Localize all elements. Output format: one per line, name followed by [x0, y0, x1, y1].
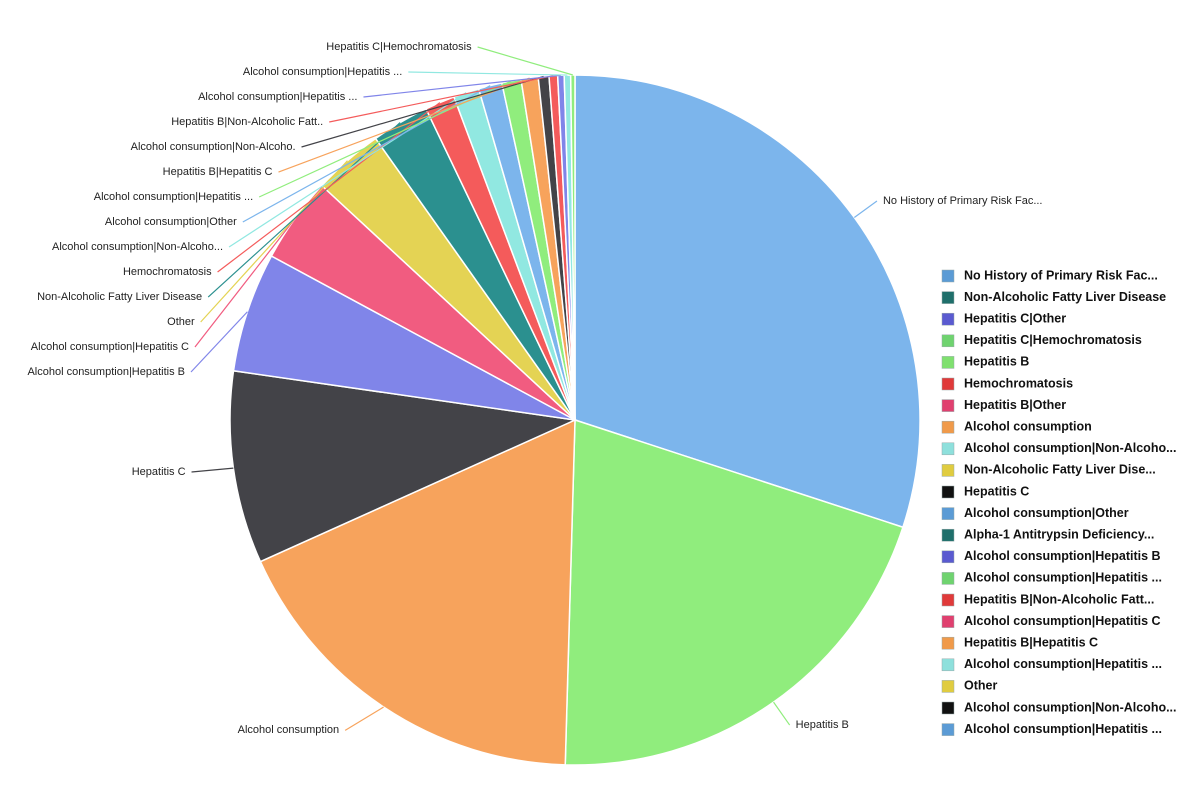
leader-line	[194, 218, 295, 348]
legend-swatch	[941, 680, 955, 693]
slice-label: Alcohol consumption|Hepatitis ...	[198, 91, 357, 103]
leader-line	[301, 75, 544, 148]
legend-label: Hepatitis B|Non-Alcoholic Fatt...	[964, 592, 1154, 606]
legend-swatch	[941, 442, 955, 456]
pie-slice	[574, 74, 921, 529]
leader-line	[329, 75, 554, 123]
slice-label: Non-Alcoholic Fatty Liver Disease	[37, 291, 202, 303]
legend-label: Hepatitis B|Hepatitis C	[964, 635, 1098, 649]
leader-line	[363, 74, 561, 98]
leader-line	[278, 77, 530, 173]
legend-swatch	[941, 593, 955, 607]
legend-swatch	[941, 550, 955, 564]
legend-swatch	[941, 291, 955, 304]
slice-label: Alcohol consumption|Hepatitis B	[27, 366, 185, 378]
pie-slice	[564, 418, 904, 766]
leader-line	[228, 92, 467, 248]
leader-line	[408, 71, 568, 76]
legend-label: Hepatitis C|Hemochromatosis	[964, 333, 1142, 347]
slice-label: Hepatitis B	[796, 719, 849, 731]
slice-label: Alcohol consumption|Other	[105, 216, 237, 228]
legend-swatch	[941, 636, 955, 650]
legend-swatch	[941, 572, 955, 585]
legend-swatch	[941, 399, 955, 412]
leader-line	[191, 467, 234, 473]
legend-swatch	[941, 528, 955, 542]
legend-label: Hepatitis B	[964, 355, 1029, 369]
slice-label: Alcohol consumption|Hepatitis ...	[94, 191, 253, 203]
legend-label: Other	[964, 679, 997, 693]
leader-line	[344, 706, 384, 731]
legend-label: Non-Alcoholic Fatty Liver Dise...	[964, 463, 1156, 477]
legend-swatch	[941, 464, 955, 477]
legend-label: Alcohol consumption|Hepatitis C	[964, 614, 1161, 628]
legend-label: Hepatitis C|Other	[964, 311, 1066, 325]
legend-label: Alcohol consumption|Hepatitis ...	[964, 571, 1162, 585]
slice-label: Hepatitis B|Hepatitis C	[163, 166, 273, 178]
slice-label: Hepatitis C|Hemochromatosis	[326, 41, 472, 53]
legend-swatch	[941, 658, 955, 672]
legend-swatch	[941, 723, 955, 736]
legend-swatch	[941, 377, 955, 391]
slice-label: Alcohol consumption|Hepatitis C	[31, 341, 189, 353]
leader-line	[853, 200, 878, 218]
pie-slice	[229, 369, 578, 563]
slice-label: Hemochromatosis	[123, 266, 212, 278]
legend-label: Alcohol consumption|Hepatitis ...	[964, 657, 1162, 671]
slice-label: Alcohol consumption|Hepatitis ...	[243, 66, 402, 78]
legend-label: Alcohol consumption|Hepatitis B	[964, 549, 1161, 563]
legend-swatch	[941, 420, 955, 434]
legend-label: Alcohol consumption|Other	[964, 506, 1129, 520]
slice-label: Hepatitis B|Non-Alcoholic Fatt..	[171, 116, 323, 128]
legend-swatch	[941, 701, 955, 715]
legend-swatch	[941, 507, 955, 520]
slice-label: Alcohol consumption|Non-Alcoho.	[131, 141, 296, 153]
legend-swatch	[941, 269, 955, 283]
legend-swatch	[941, 485, 955, 499]
leader-line	[207, 122, 401, 298]
leader-line	[477, 46, 573, 76]
leader-line	[200, 160, 348, 323]
legend-swatch	[941, 356, 955, 369]
legend-label: Alcohol consumption|Non-Alcoho...	[964, 700, 1177, 714]
legend-label: No History of Primary Risk Fac...	[964, 268, 1158, 282]
slice-label: No History of Primary Risk Fac...	[883, 195, 1043, 207]
leader-line	[773, 701, 791, 726]
legend-label: Alcohol consumption|Non-Alcoho...	[964, 441, 1177, 455]
legend-swatch	[941, 334, 955, 348]
slice-label: Hepatitis C	[132, 466, 186, 478]
slice-label: Alcohol consumption	[238, 724, 340, 736]
legend-label: Non-Alcoholic Fatty Liver Disease	[964, 290, 1166, 304]
leader-line	[190, 311, 248, 373]
pie-slice	[259, 418, 576, 766]
slice-label: Other	[167, 316, 195, 328]
legend-label: Hemochromatosis	[964, 376, 1073, 390]
legend-label: Hepatitis C	[964, 484, 1029, 498]
legend-label: Alpha-1 Antitrypsin Deficiency...	[964, 527, 1154, 541]
legend-swatch	[941, 615, 955, 628]
slice-label: Alcohol consumption|Non-Alcoho...	[52, 241, 223, 253]
legend-label: Alcohol consumption|Hepatitis ...	[964, 722, 1162, 736]
legend-label: Alcohol consumption	[964, 419, 1092, 433]
legend-swatch	[941, 312, 955, 326]
legend-label: Hepatitis B|Other	[964, 398, 1066, 412]
